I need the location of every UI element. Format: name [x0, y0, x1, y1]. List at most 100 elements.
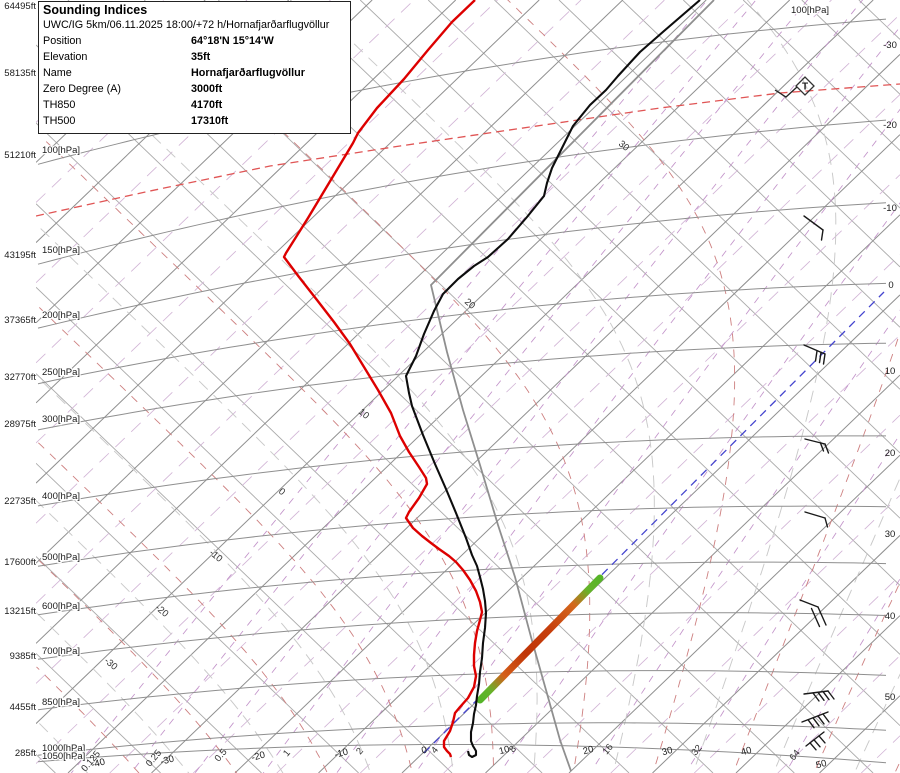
moist-adiabats-gray	[36, 0, 900, 773]
info-label: TH500	[43, 114, 76, 127]
isotherms-minor	[36, 0, 900, 773]
altitude-axis-labels: 64495ft 58135ft 51210ft 43195ft 37365ft 32770…	[4, 1, 36, 759]
tropopause-marker: T	[774, 76, 815, 98]
pressure-label: 1000[hPa]	[42, 743, 85, 754]
wind-barb	[803, 344, 826, 365]
altitude-label: 9385ft	[10, 651, 37, 662]
altitude-label: 43195ft	[4, 250, 36, 261]
wind-barbs	[799, 215, 835, 751]
altitude-label: 13215ft	[4, 606, 36, 617]
pressure-label: 500[hPa]	[42, 552, 80, 563]
isotherm-labels-bottom: -40 -30 -20 -10 0 10 20 30 40 50	[90, 744, 828, 771]
pressure-label: 1050[hPa]	[42, 751, 85, 762]
info-value: 64°18'N 15°14'W	[191, 35, 274, 47]
info-row-th850: TH850 4170ft	[43, 98, 345, 114]
info-label: TH850	[43, 98, 76, 111]
info-label: Elevation	[43, 50, 88, 63]
sounding-indices-panel: Sounding Indices UWC/IG 5km/06.11.2025 1…	[38, 1, 351, 135]
pressure-labels: 100[hPa] 150[hPa] 200[hPa] 250[hPa] 300[hPa]…	[41, 4, 831, 764]
pressure-label: 850[hPa]	[42, 697, 80, 708]
altitude-label: 28975ft	[4, 419, 36, 430]
isotherm-label: -20	[250, 749, 266, 763]
tropopause-line	[36, 83, 900, 217]
moist-adiabat-label: 20	[462, 296, 477, 311]
info-row-name: Name Hornafjarðarflugvöllur	[43, 66, 345, 82]
mixing-ratio-label: 1	[281, 748, 293, 759]
wind-barb	[804, 438, 830, 454]
pressure-label: 200[hPa]	[42, 310, 80, 321]
wind-barb	[804, 511, 829, 528]
isotherm-labels-right: -30 -20 -10 0 10 20 30 40 50	[883, 40, 897, 703]
info-label: Position	[43, 35, 82, 47]
pressure-label: 600[hPa]	[42, 601, 80, 612]
wind-barb	[803, 690, 835, 702]
mixing-ratio-label: 2	[354, 746, 366, 757]
moist-adiabats-red	[36, 0, 900, 773]
pressure-label: 250[hPa]	[42, 367, 80, 378]
info-row-zero-degree-a: Zero Degree (A) 3000ft	[43, 82, 345, 98]
isotherm-label: 40	[885, 611, 896, 622]
altitude-label: 22735ft	[4, 496, 36, 507]
mixing-ratio-label: 16	[600, 742, 615, 757]
pressure-label: 300[hPa]	[42, 414, 80, 425]
isotherm-label: -30	[159, 753, 175, 767]
altitude-label: 64495ft	[4, 1, 36, 12]
moist-adiabat-label: 0	[276, 486, 287, 498]
isotherm-label: -40	[90, 756, 106, 770]
info-label: Name	[43, 66, 72, 79]
isotherm-label: 0	[888, 280, 893, 291]
mixing-ratio-label: 8	[507, 744, 519, 755]
info-row-th500: TH500 17310ft	[43, 114, 345, 130]
pressure-label: 100[hPa]	[42, 145, 80, 156]
isotherm-label: 20	[582, 744, 595, 757]
info-label: Zero Degree (A)	[43, 82, 122, 95]
isotherm-label: 10	[498, 744, 511, 757]
isotherm-label: -10	[333, 746, 349, 760]
altitude-label: 17600ft	[4, 557, 36, 568]
isotherm-label: 30	[885, 529, 896, 540]
info-value: 4170ft	[191, 98, 223, 111]
isotherm-label: -30	[883, 40, 897, 51]
wind-barb	[799, 599, 827, 628]
annotation-curves	[36, 0, 900, 772]
mixing-ratio-labels: 0.125 0.25 0.5 1 2 4 8 16 32 64	[79, 742, 802, 773]
info-value: 17310ft	[191, 114, 229, 127]
info-value: Hornafjarðarflugvöllur	[191, 66, 305, 79]
tropopause-diamond	[795, 76, 815, 96]
model-run-line: UWC/IG 5km/06.11.2025 18:00/+72 h/Hornaf…	[43, 19, 330, 31]
info-row-position: Position 64°18'N 15°14'W	[43, 34, 345, 50]
altitude-label: 58135ft	[4, 68, 36, 79]
wind-barb	[805, 731, 826, 751]
isotherm-label: 20	[885, 448, 896, 459]
altitude-label: 37365ft	[4, 315, 36, 326]
isotherm-label: 0	[420, 745, 428, 757]
wind-barb	[801, 711, 830, 729]
wind-barb	[803, 215, 824, 241]
tropopause-t-label: T	[802, 82, 808, 93]
standard-atmosphere-curve	[430, 0, 715, 772]
zero-degree-gradient-segment	[476, 574, 604, 704]
isotherm-label: 10	[885, 366, 896, 377]
zero-degree-isotherm	[423, 291, 885, 754]
info-row-elevation: Elevation 35ft	[43, 50, 345, 66]
isotherm-label: 50	[885, 692, 896, 703]
mixing-ratio-label: 64	[787, 748, 802, 763]
temperature-profile	[404, 0, 701, 759]
isotherm-label: 50	[815, 758, 828, 771]
moist-adiabat-label: 10	[356, 406, 371, 421]
isotherm-label: -20	[883, 120, 897, 131]
pressure-label-top-right: 100[hPa]	[791, 5, 829, 16]
info-value: 3000ft	[191, 82, 223, 95]
altitude-label: 285ft	[15, 748, 36, 759]
altitude-label: 51210ft	[4, 150, 36, 161]
isotherm-label: 40	[740, 745, 753, 758]
pressure-label: 700[hPa]	[42, 646, 80, 657]
dewpoint-profile	[282, 0, 484, 758]
altitude-label: 4455ft	[10, 702, 37, 713]
isotherm-label: -10	[883, 203, 897, 214]
panel-title: Sounding Indices	[43, 3, 148, 17]
tropopause-tick	[774, 86, 798, 98]
